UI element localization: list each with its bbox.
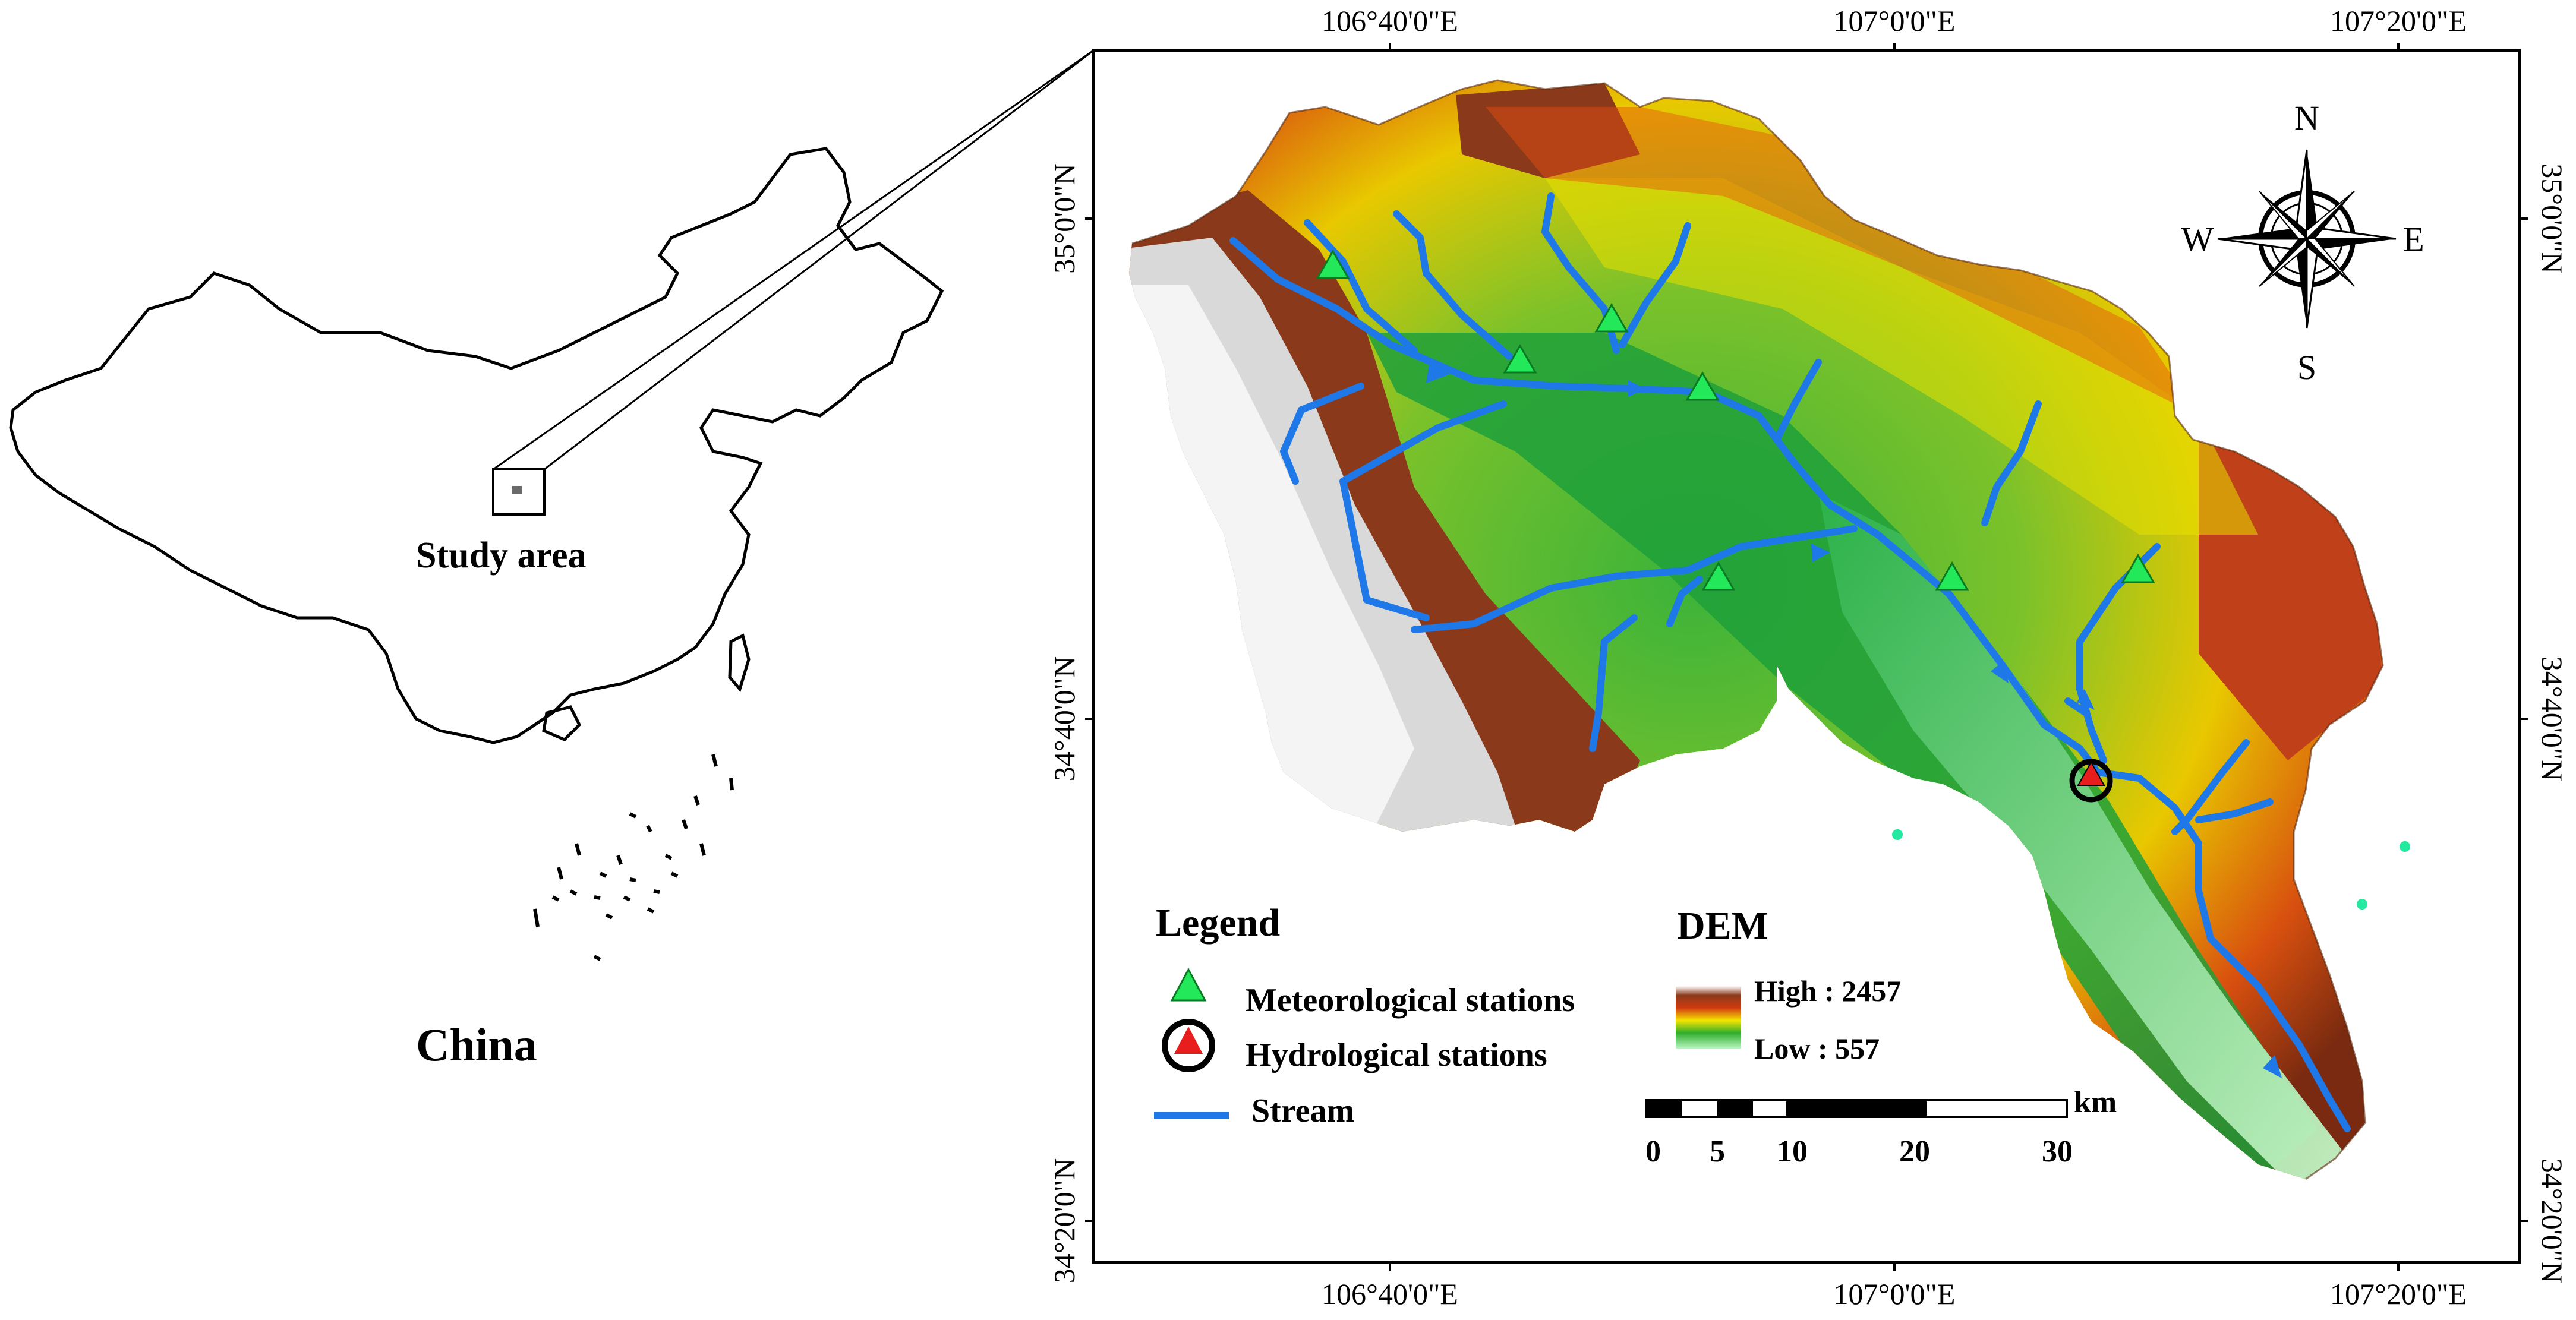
lat-left-1: 35°0'0"N [1048, 163, 1081, 274]
china-outline [9, 147, 944, 744]
main-stream [1229, 237, 2351, 1132]
callout-line-lower [544, 49, 1094, 470]
dem-terrain [1129, 80, 2383, 1179]
met-station-6 [1935, 561, 1969, 591]
scale-tick-10: 10 [1777, 1135, 1808, 1169]
lon-bottom-2: 107°0'0"E [1834, 1277, 1956, 1310]
scale-tick-30: 30 [2042, 1135, 2073, 1169]
stream-arrows [1426, 364, 2282, 1078]
meteorological-stations [1316, 250, 2155, 591]
graticule-ticks [1085, 43, 2528, 1271]
scale-tick-0: 0 [1645, 1135, 1661, 1169]
basin-boundary [1131, 79, 2384, 1180]
scale-bar: km 0 5 10 20 30 [1645, 1085, 2117, 1169]
met-station-1 [1316, 250, 1350, 279]
dem-low-label: Low : 557 [1754, 1032, 1880, 1065]
taiwan-island [728, 633, 751, 693]
lon-bottom-1: 106°40'0"E [1322, 1277, 1458, 1310]
compass-w: W [2181, 220, 2214, 258]
scale-unit: km [2074, 1085, 2117, 1119]
compass-e: E [2403, 220, 2424, 258]
lat-right-2: 34°40'0"N [2536, 656, 2569, 782]
lat-left-3: 34°20'0"N [1048, 1158, 1081, 1284]
lon-top-2: 107°0'0"E [1834, 4, 1956, 37]
compass-n: N [2294, 99, 2319, 137]
lat-left-2: 34°40'0"N [1048, 656, 1081, 782]
scale-tick-5: 5 [1710, 1135, 1725, 1169]
legend-item-hydrological: Hydrological stations [1246, 1037, 1547, 1073]
compass-s: S [2297, 348, 2316, 387]
stream-network [1229, 192, 2351, 1132]
country-label: China [416, 1019, 537, 1070]
red-triangle-circle-icon [1162, 1019, 1215, 1072]
legend-item-stream: Stream [1251, 1092, 1354, 1129]
hainan-island [542, 705, 582, 741]
met-station-7 [2121, 554, 2155, 583]
met-station-2 [1503, 344, 1537, 374]
study-area-box [492, 468, 546, 516]
dem-high-label: High : 2457 [1754, 974, 1901, 1008]
lon-top-3: 107°20'0"E [2330, 4, 2467, 37]
scale-tick-20: 20 [1899, 1135, 1930, 1169]
outlying-points [1892, 829, 2410, 910]
met-station-3 [1594, 303, 1629, 333]
lat-right-3: 34°20'0"N [2536, 1158, 2569, 1284]
lon-bottom-3: 107°20'0"E [2330, 1277, 2467, 1310]
met-station-4 [1685, 371, 1720, 401]
study-area-label: Study area [416, 535, 587, 576]
lat-right-1: 35°0'0"N [2536, 163, 2569, 274]
study-area-marker [512, 486, 522, 494]
china-inset-map: Study area China [9, 49, 1094, 1070]
hydrological-station [2069, 759, 2113, 803]
lon-top-1: 106°40'0"E [1322, 4, 1458, 37]
callout-line-upper [493, 49, 1094, 470]
met-station-5 [1701, 561, 1736, 591]
legend: Legend Meteorological stations Hydrologi… [1154, 901, 1575, 1129]
compass-rose-icon [2217, 149, 2397, 329]
dem-legend: DEM High : 2457 Low : 557 [1676, 904, 1901, 1065]
dem-color-ramp [1676, 986, 1741, 1049]
legend-title: Legend [1156, 901, 1280, 945]
green-triangle-icon [1170, 967, 1207, 1002]
legend-item-meteorological: Meteorological stations [1246, 982, 1575, 1019]
south-china-sea-islands [533, 754, 734, 961]
dem-title: DEM [1677, 904, 1768, 948]
